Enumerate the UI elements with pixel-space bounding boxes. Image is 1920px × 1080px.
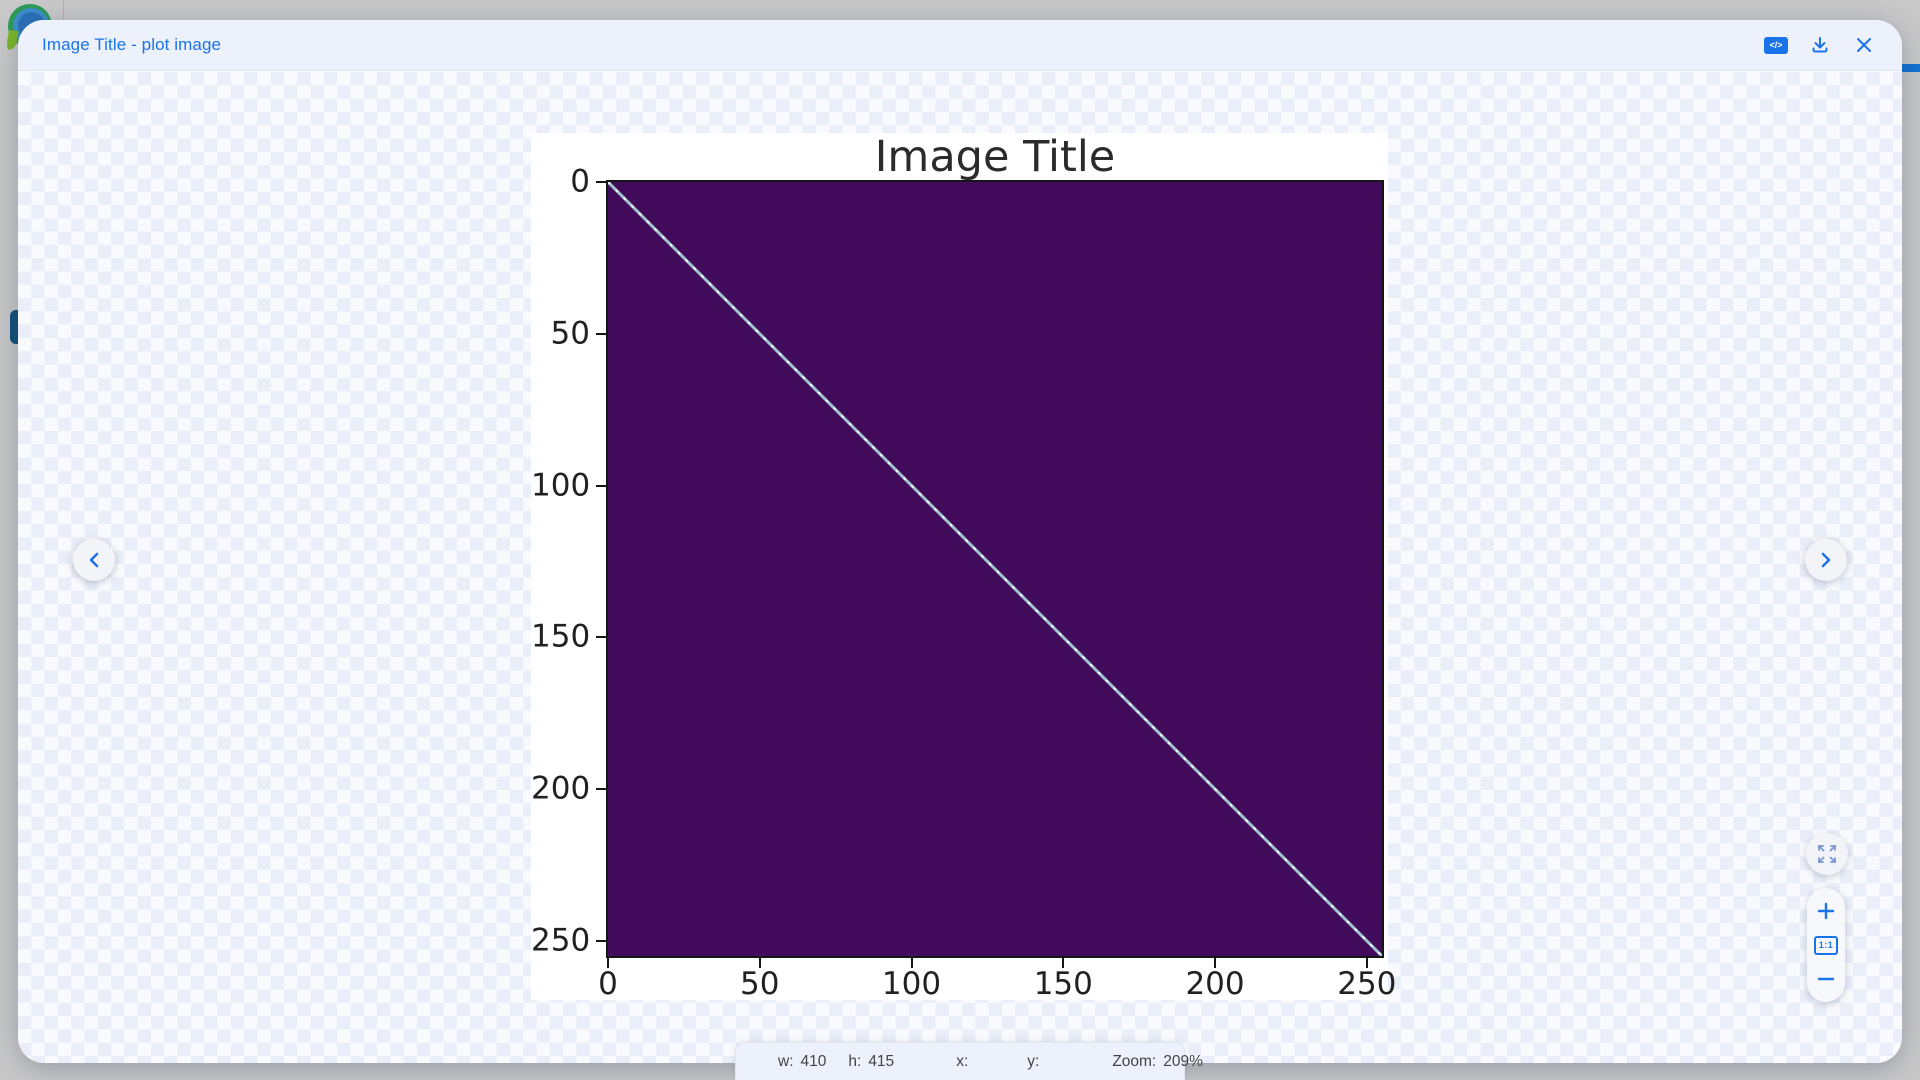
one-to-one-icon: 1:1 [1814,935,1838,955]
chevron-right-icon [1821,552,1831,568]
x-tick-label: 150 [1033,966,1093,1002]
modal-header: Image Title - plot image </> [18,20,1902,71]
download-button[interactable] [1806,31,1834,59]
view-code-button[interactable]: </> [1762,31,1790,59]
minus-icon [1817,977,1835,981]
next-image-button[interactable] [1805,539,1847,581]
x-label: x: [956,1052,969,1070]
y-tick-mark [596,788,606,791]
y-tick-mark [596,181,606,183]
scrollbar-fragment [1902,64,1920,72]
close-icon [1857,38,1871,52]
collapsed-side-tab[interactable] [10,310,20,344]
y-tick-mark [596,332,606,335]
width-label: w: [778,1052,794,1070]
zoom-value: 209% [1163,1052,1203,1070]
y-tick-label: 250 [531,922,591,959]
header-actions: </> [1762,31,1878,59]
close-button[interactable] [1850,31,1878,59]
x-tick-mark [607,958,609,968]
x-tick-label: 0 [598,966,618,1002]
diagonal-line [608,182,1382,956]
fullscreen-button[interactable] [1806,833,1848,875]
prev-image-button[interactable] [73,539,115,581]
y-tick-label: 0 [570,163,590,200]
y-tick-label: 100 [531,467,591,504]
x-tick-label: 200 [1185,966,1245,1002]
y-tick-mark [596,939,606,942]
zoom-label: Zoom: [1112,1052,1157,1070]
x-tick-mark [1365,958,1368,968]
zoom-toolbar: 1:1 [1807,888,1845,1002]
status-bar: w: 410 h: 415 x: y: Zoom: 209% [735,1042,1203,1080]
y-tick-label: 200 [531,770,591,807]
x-tick-label: 250 [1337,966,1397,1002]
code-icon: </> [1764,36,1788,54]
app-panel-divider [63,0,64,20]
x-tick-mark [1062,958,1065,968]
y-tick-label: 50 [550,315,590,352]
download-icon [1812,37,1828,53]
zoom-in-button[interactable] [1813,898,1839,924]
modal-title: Image Title - plot image [42,35,222,54]
x-tick-mark [1214,958,1217,968]
y-tick-mark [596,636,606,639]
height-value: 415 [868,1052,895,1070]
x-tick-label: 100 [881,966,942,1002]
width-value: 410 [800,1052,827,1070]
plus-icon [1817,902,1835,920]
plot-figure[interactable]: Image Title 0 50 100 150 200 250 0 50 100 150 200 2… [531,132,1396,1002]
x-tick-mark [910,958,913,968]
heatmap-image [606,180,1384,958]
chevron-left-icon [89,552,99,568]
y-tick-mark [596,484,606,487]
x-tick-label: 50 [740,966,780,1002]
x-tick-mark [758,958,761,968]
y-label: y: [1027,1052,1040,1070]
actual-size-button[interactable]: 1:1 [1813,932,1839,958]
height-label: h: [848,1052,862,1070]
expand-icon [1818,845,1836,863]
zoom-out-button[interactable] [1813,966,1839,992]
plot-title: Image Title [874,132,1116,182]
y-tick-label: 150 [531,618,591,655]
